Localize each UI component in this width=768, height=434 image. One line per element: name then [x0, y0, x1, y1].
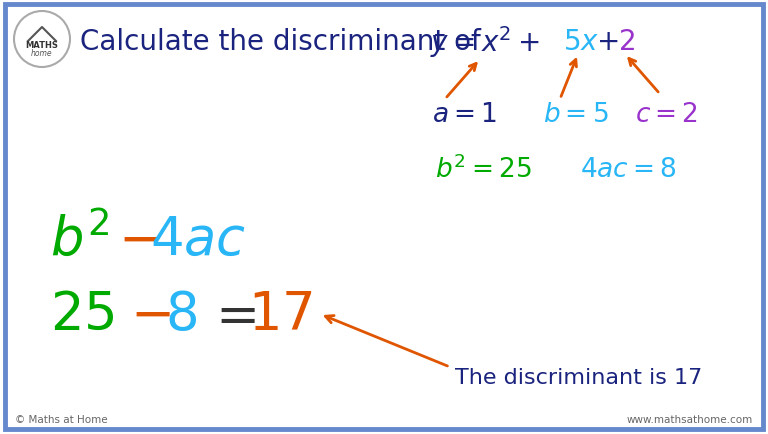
Text: $8$: $8$ — [165, 288, 197, 340]
Text: $4ac$: $4ac$ — [150, 214, 247, 265]
Text: $b^2 = 25$: $b^2 = 25$ — [435, 155, 531, 184]
Text: $y = x^2 + $: $y = x^2 + $ — [430, 24, 540, 60]
Text: $17$: $17$ — [248, 288, 313, 340]
Text: $a = 1$: $a = 1$ — [432, 102, 497, 128]
Text: $b = 5$: $b = 5$ — [543, 102, 608, 128]
Text: $25$: $25$ — [50, 288, 114, 340]
Text: $b^2$: $b^2$ — [50, 213, 109, 266]
Text: $ + $: $ + $ — [596, 28, 618, 56]
Text: © Maths at Home: © Maths at Home — [15, 414, 108, 424]
Text: $5x$: $5x$ — [563, 28, 599, 56]
Text: Calculate the discriminant of: Calculate the discriminant of — [80, 28, 490, 56]
Text: $c = 2$: $c = 2$ — [635, 102, 698, 128]
Circle shape — [14, 12, 70, 68]
Text: home: home — [31, 49, 53, 58]
Text: www.mathsathome.com: www.mathsathome.com — [627, 414, 753, 424]
Text: $2$: $2$ — [618, 28, 635, 56]
Text: The discriminant is 17: The discriminant is 17 — [455, 367, 702, 387]
Text: $=$: $=$ — [205, 288, 256, 340]
Text: MATHS: MATHS — [25, 40, 58, 49]
Text: $-$: $-$ — [130, 288, 170, 340]
FancyBboxPatch shape — [5, 5, 763, 429]
Text: $-$: $-$ — [118, 214, 159, 265]
Text: $4ac = 8$: $4ac = 8$ — [580, 157, 677, 183]
